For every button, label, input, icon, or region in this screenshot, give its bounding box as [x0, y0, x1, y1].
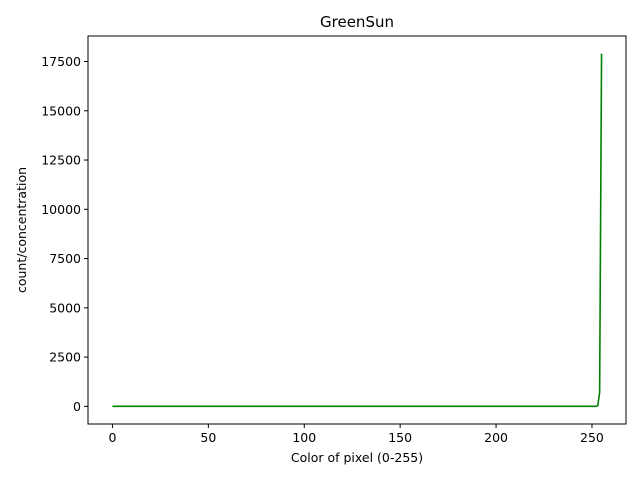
x-tick-label: 100: [292, 430, 316, 445]
x-tick-label: 0: [108, 430, 116, 445]
y-axis-label: count/concentration: [14, 167, 29, 293]
y-tick-label: 5000: [49, 300, 81, 315]
x-axis-ticks: 0 50 100 150 200 250: [108, 424, 604, 445]
x-tick-label: 50: [200, 430, 216, 445]
chart-title: GreenSun: [320, 13, 394, 31]
plot-area: [112, 53, 603, 408]
y-axis-ticks: 0 2500 5000 7500 10000 12500 15000 17500: [41, 54, 88, 414]
x-tick-label: 200: [484, 430, 508, 445]
x-tick-label: 250: [580, 430, 604, 445]
y-tick-label: 7500: [49, 251, 81, 266]
y-tick-label: 2500: [49, 350, 81, 365]
plot-frame: [87, 35, 627, 425]
y-tick-label: 0: [73, 399, 81, 414]
x-axis-label: Color of pixel (0-255): [291, 450, 423, 465]
y-tick-label: 12500: [41, 153, 81, 168]
x-tick-label: 150: [388, 430, 412, 445]
series-line-0: [112, 53, 603, 408]
y-tick-label: 10000: [41, 202, 81, 217]
y-tick-label: 15000: [41, 103, 81, 118]
y-tick-label: 17500: [41, 54, 81, 69]
